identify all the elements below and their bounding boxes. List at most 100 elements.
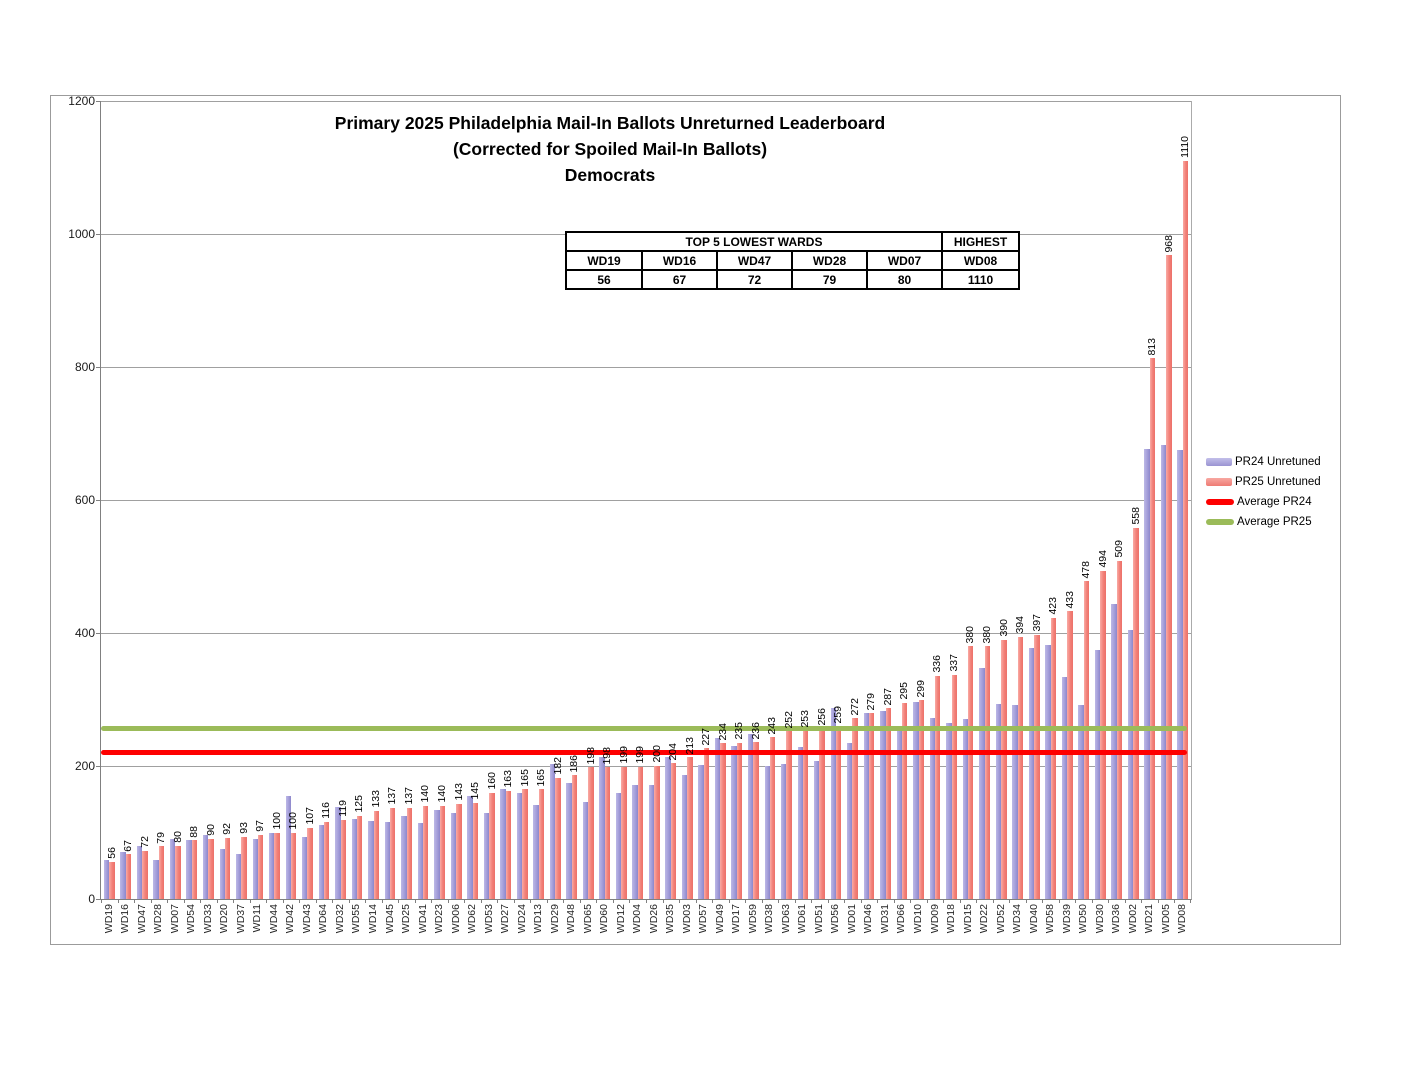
x-axis-tick [497, 899, 499, 903]
bar-pr25-wd35 [670, 763, 677, 899]
x-axis-label: WD30 [1093, 904, 1106, 934]
bar-pr25-wd59 [753, 742, 759, 899]
bar-value-label: 256 [815, 708, 828, 726]
bar-value-label: 199 [617, 746, 630, 764]
x-axis-label: WD51 [812, 904, 825, 934]
x-axis-label: WD18 [945, 904, 958, 934]
bar-value-label: 137 [386, 787, 399, 805]
chart-legend: PR24 Unretuned PR25 Unretuned Average PR… [1206, 452, 1321, 532]
x-axis-tick [183, 899, 185, 903]
bar-value-label: 558 [1129, 507, 1142, 525]
x-axis-label: WD63 [779, 904, 792, 934]
bar-pr25-wd39 [1067, 611, 1073, 899]
bar-pr24-wd19 [103, 859, 110, 899]
bar-pr25-wd32 [340, 819, 346, 899]
average-pr25-line [101, 726, 1187, 732]
bar-value-label: 198 [601, 746, 614, 765]
legend-label: Average PR24 [1237, 496, 1312, 508]
x-axis-tick [745, 899, 747, 903]
bar-pr24-wd50 [1078, 704, 1084, 899]
x-axis-tick [695, 899, 697, 903]
x-axis-tick [365, 899, 367, 903]
y-axis-label: 1200 [68, 94, 95, 108]
bar-pr24-wd09 [929, 718, 936, 899]
bar-pr25-wd37 [241, 837, 247, 899]
bar-value-label: 182 [551, 757, 564, 775]
x-axis-tick [596, 899, 598, 903]
bar-pr24-wd10 [913, 701, 919, 899]
bar-pr25-wd02 [1133, 527, 1139, 899]
bar-value-label: 80 [171, 831, 184, 843]
bar-pr25-wd29 [555, 777, 561, 899]
bar-pr25-wd28 [158, 846, 165, 899]
y-axis-tick [96, 233, 101, 235]
chart-title-line-3: Democrats [564, 165, 656, 185]
x-axis-label: WD59 [746, 904, 759, 934]
x-axis-label: WD46 [862, 904, 875, 934]
x-axis-tick [167, 899, 169, 903]
x-axis-label: WD23 [433, 904, 446, 934]
bar-pr24-wd14 [368, 821, 374, 899]
x-axis-tick [646, 899, 647, 903]
x-axis-tick [662, 899, 664, 903]
bar-value-label: 92 [221, 823, 234, 835]
y-axis-tick [96, 632, 101, 634]
bar-value-label: 394 [1014, 616, 1027, 634]
x-axis-tick [216, 899, 218, 903]
bar-pr25-wd04 [637, 766, 644, 899]
x-axis-label: WD11 [251, 904, 264, 933]
x-axis-tick [200, 899, 202, 903]
bar-value-label: 337 [947, 654, 960, 672]
x-axis-label: WD07 [168, 904, 181, 934]
x-axis-tick [1190, 899, 1191, 903]
x-axis-label: WD40 [1027, 904, 1040, 934]
bar-pr25-wd56 [835, 726, 842, 899]
x-axis-label: WD17 [730, 904, 743, 934]
legend-item-average-pr24: Average PR24 [1206, 492, 1321, 512]
chart-title: Primary 2025 Philadelphia Mail-In Ballot… [150, 110, 1070, 188]
x-axis-tick [464, 899, 466, 903]
bar-pr24-wd65 [582, 801, 589, 899]
bar-value-label: 478 [1080, 560, 1093, 579]
bar-value-label: 235 [733, 722, 746, 740]
bar-pr24-wd13 [533, 805, 539, 899]
x-axis-label: WD56 [829, 904, 842, 934]
bar-pr25-wd61 [802, 730, 809, 899]
bar-pr24-wd48 [566, 783, 572, 899]
x-axis-label: WD14 [367, 904, 379, 934]
bar-pr24-wd06 [450, 813, 457, 899]
x-axis-tick [926, 899, 928, 903]
bar-value-label: 253 [799, 710, 812, 728]
x-axis-tick [101, 899, 102, 903]
x-axis-label: WD43 [300, 904, 313, 934]
bar-pr24-wd37 [236, 854, 242, 899]
bar-pr25-wd42 [290, 832, 297, 899]
bar-pr24-wd35 [665, 756, 671, 899]
x-axis-label: WD05 [1159, 904, 1172, 934]
bar-value-label: 433 [1063, 590, 1076, 609]
x-axis-label: WD15 [961, 904, 974, 934]
bar-value-label: 165 [518, 768, 531, 787]
x-axis-label: WD44 [267, 904, 280, 934]
x-axis-label: WD24 [515, 904, 528, 934]
x-axis-tick [1174, 899, 1176, 903]
bar-pr24-wd54 [186, 839, 192, 899]
bar-value-label: 67 [122, 839, 135, 852]
x-axis-tick [778, 899, 780, 903]
bar-pr24-wd11 [252, 839, 258, 899]
chart-title-line-1: Primary 2025 Philadelphia Mail-In Ballot… [334, 113, 886, 133]
x-axis-tick [712, 899, 714, 903]
bar-value-label: 336 [931, 655, 944, 673]
x-axis-tick [612, 899, 614, 903]
bar-pr25-wd63 [786, 731, 792, 899]
bar-pr25-wd41 [423, 805, 429, 899]
bar-pr24-wd52 [995, 703, 1002, 899]
x-axis-tick [546, 899, 548, 903]
bar-pr25-wd15 [968, 646, 974, 899]
x-axis-tick [679, 899, 681, 903]
bar-pr24-wd38 [764, 766, 770, 899]
bar-pr25-wd03 [687, 757, 693, 899]
bar-pr24-wd21 [1144, 449, 1150, 899]
x-axis-label: WD10 [912, 904, 924, 934]
x-axis-tick [1124, 899, 1126, 903]
